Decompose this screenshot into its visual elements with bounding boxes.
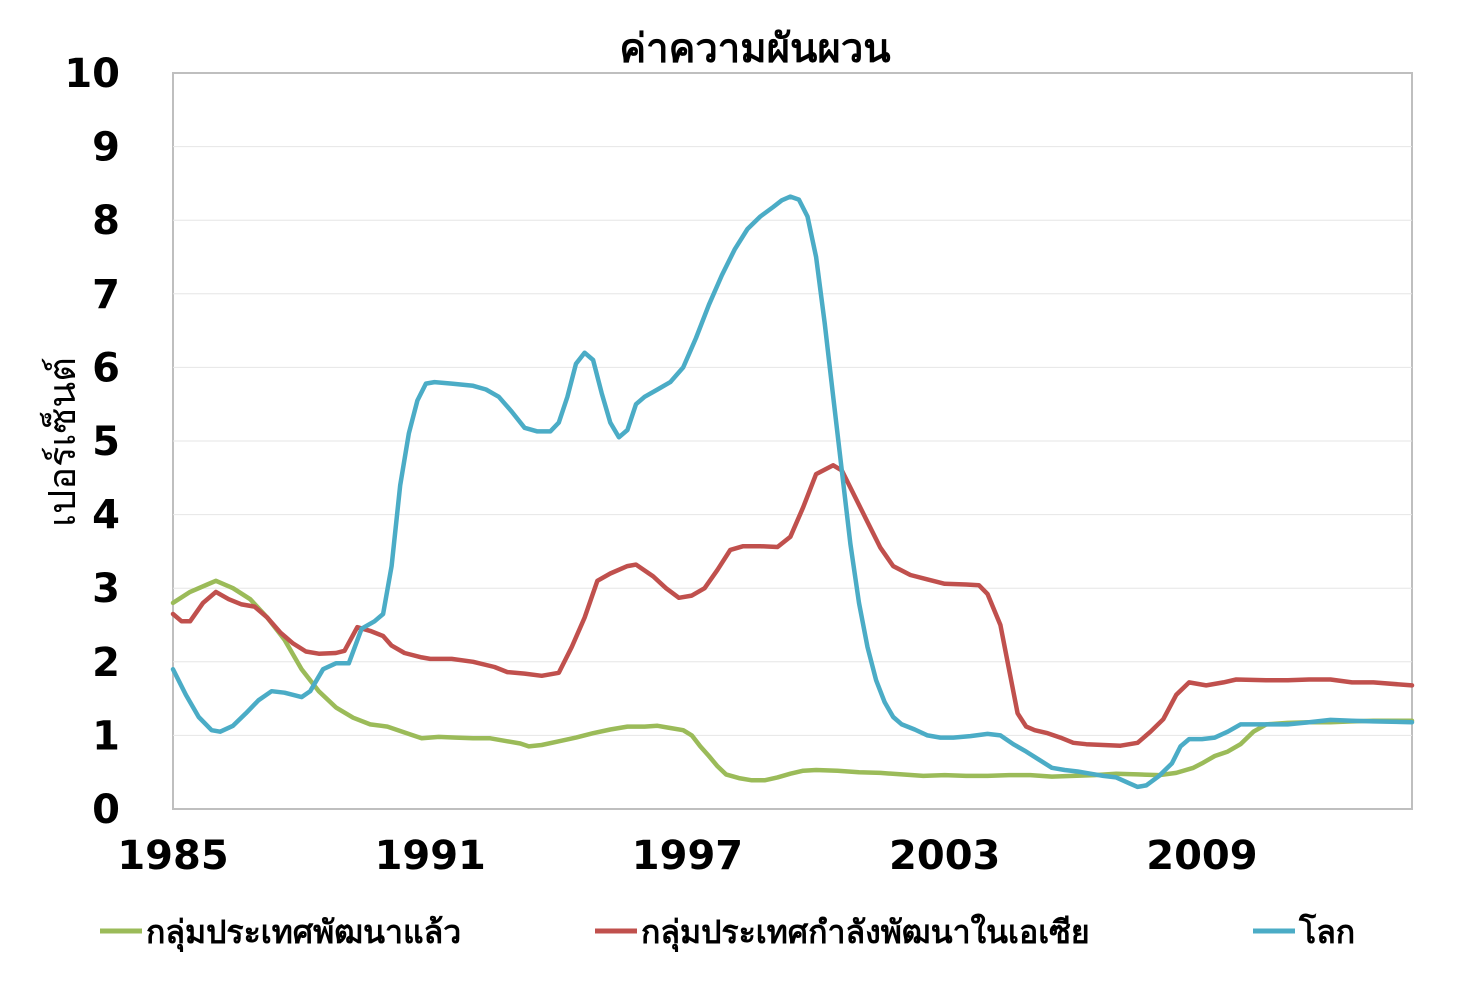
- x-tick-label: 2009: [1146, 833, 1257, 879]
- series-line: [170, 194, 1415, 790]
- y-tick-label: 4: [92, 493, 120, 539]
- x-tick-label: 1985: [117, 833, 228, 879]
- y-tick-label: 7: [92, 272, 120, 318]
- x-tick-label: 1997: [632, 833, 743, 879]
- legend-label: กลุ่มประเทศกำลังพัฒนาในเอเซีย: [641, 913, 1090, 953]
- y-tick-label: 10: [64, 51, 120, 97]
- series-lines: [170, 194, 1415, 790]
- series-line: [170, 578, 1415, 783]
- x-tick-label: 2003: [889, 833, 1000, 879]
- y-tick-label: 0: [92, 787, 120, 833]
- chart-title: ค่าความผันผวน: [619, 26, 890, 72]
- gridlines: [173, 146, 1412, 736]
- y-tick-label: 2: [92, 640, 120, 686]
- y-tick-label: 1: [92, 713, 120, 759]
- y-tick-label: 9: [92, 125, 120, 171]
- y-axis-label: เปอร์เซ็นต์: [39, 357, 84, 527]
- y-axis-ticks: 0 1 2 3 4 5 6 7 8 9 10: [64, 51, 120, 833]
- y-tick-label: 6: [92, 345, 120, 391]
- x-axis-ticks: 1985 1991 1997 2003 2009: [117, 833, 1257, 879]
- legend-label: กลุ่มประเทศพัฒนาแล้ว: [146, 913, 461, 953]
- series-line: [170, 463, 1415, 748]
- y-tick-label: 3: [92, 566, 120, 612]
- y-tick-label: 8: [92, 198, 120, 244]
- x-tick-label: 1991: [375, 833, 486, 879]
- y-tick-label: 5: [92, 419, 120, 465]
- legend: กลุ่มประเทศพัฒนาแล้ว กลุ่มประเทศกำลังพัฒน…: [100, 913, 1355, 953]
- legend-label: โลก: [1298, 913, 1355, 951]
